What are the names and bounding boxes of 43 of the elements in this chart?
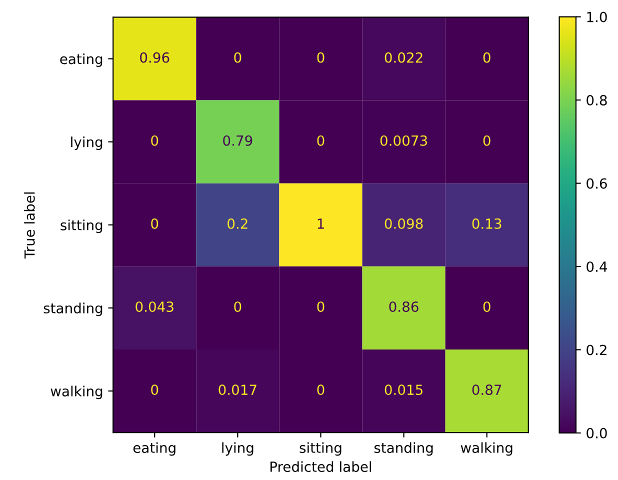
color-bar-label: 0.4 <box>586 261 608 272</box>
data-label: 0 <box>317 384 324 396</box>
data-label: 0.017 <box>218 384 256 396</box>
data-label: 0 <box>151 384 158 396</box>
data-label: 0.098 <box>384 218 423 229</box>
data-label: 0 <box>483 52 490 63</box>
y-tick-label: eating <box>60 53 102 67</box>
data-label: 0.015 <box>384 384 422 396</box>
x-tick-label: standing <box>374 442 433 456</box>
data-label: 0.2 <box>228 218 248 229</box>
y-tick-label: standing <box>44 302 102 316</box>
color-bar-label: 0.8 <box>586 95 607 106</box>
data-label: 0.022 <box>384 52 422 63</box>
y-tick-label: lying <box>71 136 102 150</box>
data-label: 0.86 <box>389 301 418 312</box>
data-label: 0 <box>317 52 324 63</box>
data-label: 1 <box>318 218 324 229</box>
color-bar-label: 0.2 <box>586 344 606 356</box>
x-axis-title: Predicted label <box>270 461 372 472</box>
data-label: 0.87 <box>472 384 502 396</box>
data-label: 0 <box>234 52 242 63</box>
data-label: 0.79 <box>223 135 252 146</box>
x-tick-label: sitting <box>300 442 342 456</box>
color-bar-label: 0.0 <box>586 428 607 438</box>
y-tick-label: walking <box>50 386 102 400</box>
x-tick-label: walking <box>460 442 512 456</box>
y-tick-label: sitting <box>60 220 102 234</box>
data-label: 0.043 <box>136 301 174 312</box>
data-label: 0.13 <box>472 218 502 229</box>
x-tick-label: eating <box>133 442 176 456</box>
data-label: 0 <box>317 301 324 312</box>
color-bar-label: 0.6 <box>586 178 607 189</box>
data-label: 0 <box>483 301 490 312</box>
y-axis-title: True label <box>24 192 35 259</box>
data-label: 0 <box>151 218 158 229</box>
x-tick-label: lying <box>222 442 254 456</box>
data-label: 0.96 <box>140 52 170 63</box>
color-bar-label: 1.0 <box>587 12 607 22</box>
data-label: 0.0073 <box>380 135 427 146</box>
data-label: 0 <box>234 301 242 312</box>
data-label: 0 <box>317 135 324 146</box>
data-label: 0 <box>483 135 490 146</box>
data-label: 0 <box>151 135 158 146</box>
